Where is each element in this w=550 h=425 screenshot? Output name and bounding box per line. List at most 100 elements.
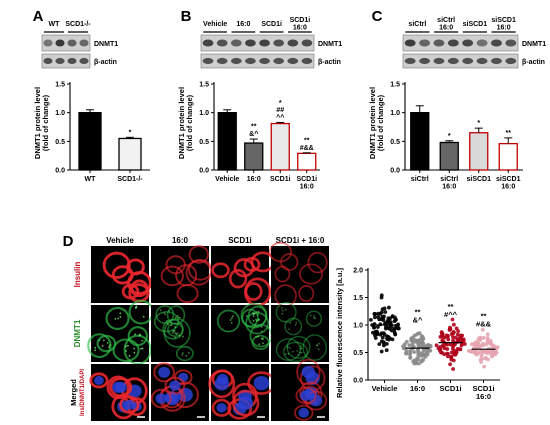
data-point — [376, 315, 381, 319]
y-tick-label: 0.0 — [55, 168, 65, 175]
x-tick-label: siCtrl — [411, 176, 429, 183]
data-point — [414, 332, 419, 337]
y-tick-label: 0.0 — [353, 378, 363, 385]
cell-outline — [111, 265, 134, 285]
cell-outline — [153, 311, 180, 333]
x-tick-label: SCD1i 16:0 — [472, 384, 494, 401]
x-tick-label: siSCD1 16:0 — [496, 176, 521, 190]
dnmt1-speckle — [288, 328, 291, 331]
data-point — [393, 315, 397, 320]
y-tick-label: 0.0 — [199, 168, 209, 175]
dnmt1-speckle — [289, 347, 291, 349]
western-blot-b: Vehicle 16:0 SCD1i SCD1i 16:0 DNMT1 β-actin — [200, 17, 342, 69]
blot-strip-actin — [200, 53, 315, 69]
data-point — [412, 350, 417, 354]
cell-outline — [295, 386, 317, 405]
cell-outline — [175, 345, 194, 362]
data-point — [481, 335, 486, 340]
data-point — [381, 343, 386, 348]
data-point — [462, 342, 467, 346]
y-tick-label: 0.5 — [199, 139, 209, 146]
blot-strip-DNMT1 — [200, 34, 315, 52]
dnmt1-speckle — [261, 330, 263, 333]
data-point — [416, 339, 421, 343]
y-axis-label: DNMT1 protein level(fold of change) — [368, 87, 385, 159]
cell-outline — [211, 398, 232, 417]
blot-band — [230, 57, 242, 65]
blot-band — [245, 39, 256, 47]
cell-nucleus — [114, 381, 127, 393]
cell-outline — [105, 306, 130, 331]
dnmt1-speckle — [173, 329, 176, 332]
significance-label: * ## ^^ — [276, 100, 284, 122]
cell-outline — [298, 285, 315, 302]
dnmt1-speckle — [230, 321, 233, 324]
significance-label: ** — [506, 130, 512, 137]
data-point — [408, 355, 413, 360]
cell-nucleus — [169, 380, 181, 391]
data-point — [438, 334, 443, 339]
dnmt1-speckle — [316, 344, 319, 347]
blot-row-label: DNMT1 — [318, 41, 342, 48]
data-point — [416, 344, 421, 349]
data-point — [379, 349, 384, 354]
data-point — [389, 328, 394, 333]
data-point — [419, 334, 424, 339]
blot-lane-header: siCtrl — [408, 21, 426, 28]
dnmt1-speckle — [119, 316, 122, 318]
cell-nucleus — [158, 366, 171, 378]
data-point — [480, 327, 485, 332]
dnmt1-speckle — [167, 323, 170, 326]
dnmt1-speckle — [230, 317, 233, 320]
data-point — [495, 345, 499, 350]
cell-outline — [106, 375, 130, 400]
blot-row-label: β-actin — [94, 59, 117, 66]
panel-letter-b: B — [181, 8, 192, 25]
data-point — [375, 325, 380, 329]
data-point — [395, 324, 400, 329]
data-point — [384, 348, 389, 353]
dnmt1-speckle — [94, 349, 96, 352]
data-point — [420, 340, 425, 345]
cell-outline — [89, 372, 109, 389]
cell-outline — [96, 334, 117, 353]
bar — [439, 141, 459, 171]
dnmt1-speckle — [280, 306, 283, 309]
y-axis-label: DNMT1 protein level(fold of change) — [177, 87, 194, 159]
data-point — [442, 346, 447, 351]
dnmt1-speckle — [297, 353, 300, 356]
x-tick-label: 16:0 — [247, 176, 261, 183]
y-axis-label: DNMT1 protein level(fold of change) — [33, 87, 50, 159]
cell-outline — [299, 263, 324, 285]
x-tick-label: Vehicle — [372, 384, 398, 393]
cell-nucleus — [309, 394, 323, 407]
dnmt1-speckle — [252, 319, 255, 322]
blot-row-label: DNMT1 — [94, 41, 118, 48]
data-point — [449, 354, 454, 359]
x-tick-label: SCD1-/- — [117, 176, 143, 183]
cell-nucleus — [94, 375, 104, 385]
data-point — [480, 349, 484, 354]
data-point — [482, 364, 487, 369]
y-tick-label: 1.5 — [353, 295, 363, 302]
data-point — [379, 339, 384, 344]
dnmt1-speckle — [258, 343, 261, 346]
cell-outline — [208, 369, 236, 399]
blot-band — [419, 57, 431, 65]
significance-label: * — [129, 129, 132, 136]
dnmt1-speckle — [298, 351, 301, 354]
cell-outline — [188, 245, 209, 264]
x-tick-label: siSCD1 — [466, 176, 491, 183]
dnmt1-speckle — [255, 335, 258, 338]
dnmt1-speckle — [124, 345, 127, 348]
dnmt1-speckle — [181, 354, 184, 356]
dnmt1-speckle — [309, 314, 312, 317]
dnmt1-speckle — [166, 320, 168, 322]
x-tick-label: SCD1i — [439, 384, 461, 393]
blot-lane-header: Vehicle — [203, 21, 227, 28]
data-point — [428, 343, 433, 348]
dnmt1-speckle — [294, 324, 297, 326]
bar — [270, 122, 290, 171]
data-point — [481, 341, 485, 346]
data-point — [380, 335, 385, 340]
